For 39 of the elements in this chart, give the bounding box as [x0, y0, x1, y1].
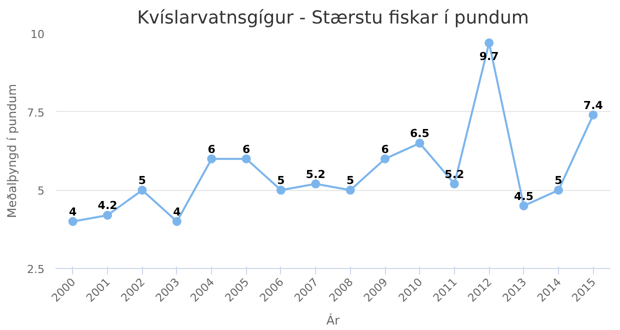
point — [484, 38, 494, 48]
point — [346, 186, 355, 195]
data-label: 4 — [173, 206, 182, 218]
chart-title: Kvíslarvatnsgígur - Stærstu fiskar í pundum — [137, 8, 529, 28]
data-label: 5 — [277, 174, 285, 188]
y-tick-label: 2.5 — [27, 263, 45, 276]
data-label: 4.2 — [98, 199, 118, 212]
point — [519, 201, 528, 210]
data-label: 6 — [381, 142, 390, 156]
data-label: 6 — [242, 142, 250, 156]
point — [311, 179, 320, 188]
point — [242, 154, 251, 164]
data-label: 9.7 — [479, 50, 499, 63]
data-label: 5.2 — [444, 168, 464, 181]
data-label: 6 — [208, 142, 216, 156]
y-axis-title: Meðalþyngd í pundum — [5, 84, 20, 218]
y-tick-label: 10 — [30, 28, 45, 41]
data-label: 5.2 — [306, 168, 326, 181]
data-label: 4.5 — [514, 190, 534, 203]
point — [588, 110, 598, 120]
data-label: 6.5 — [410, 127, 430, 140]
data-label: 5 — [554, 174, 562, 188]
data-label: 7.4 — [583, 98, 604, 112]
point — [380, 154, 390, 164]
point — [207, 154, 216, 164]
point — [450, 179, 459, 188]
y-tick-label: 7.5 — [27, 106, 45, 120]
point — [68, 217, 78, 226]
point — [138, 186, 147, 195]
point — [276, 186, 286, 195]
data-label: 4 — [69, 206, 78, 218]
data-label: 5 — [138, 174, 146, 188]
point — [554, 186, 563, 195]
point — [415, 138, 424, 148]
y-tick-label: 5 — [38, 184, 44, 198]
x-axis-title: Ár — [326, 312, 340, 328]
point — [103, 210, 112, 220]
data-label: 5 — [346, 174, 354, 188]
point — [172, 217, 182, 226]
